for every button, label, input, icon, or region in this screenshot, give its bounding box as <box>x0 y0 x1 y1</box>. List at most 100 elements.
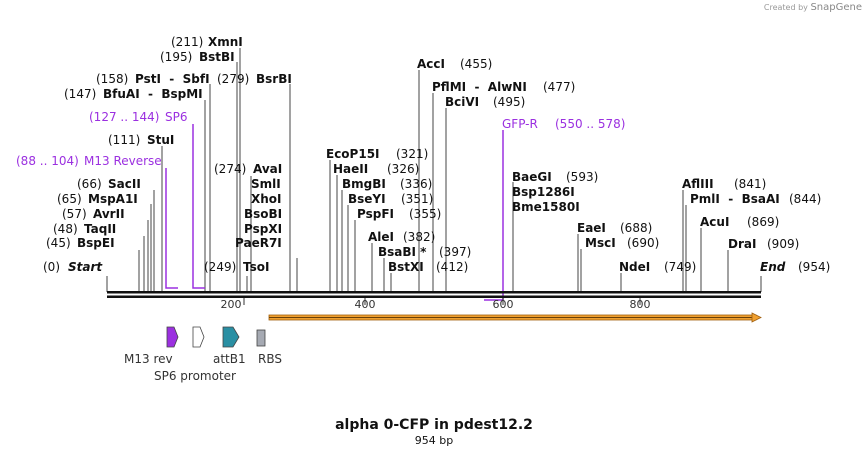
site-name-pspxi: PspXI <box>244 222 282 236</box>
primer-name-gfp-r: GFP-R <box>502 117 538 131</box>
site-name-bsp1286i: Bsp1286I <box>512 185 575 199</box>
site-name-msci: MscI <box>585 236 616 250</box>
site-name-afliii: AflIII <box>682 177 714 191</box>
site-num-haeii: (326) <box>387 162 419 176</box>
site-connector-lines <box>106 48 762 292</box>
site-num-bspei: (45) <box>46 236 71 250</box>
site-num-bfuai: (147) <box>64 87 96 101</box>
site-num-ndei: (749) <box>664 260 696 274</box>
snapgene-credit: Created by SnapGene <box>763 2 862 13</box>
site-num-stui: (111) <box>108 133 140 147</box>
site-num-sacii: (66) <box>77 177 102 191</box>
site-num-msci: (690) <box>627 236 659 250</box>
site-num-bsrbi: (279) <box>217 72 249 86</box>
ruler-tick-800: 800 <box>630 298 651 311</box>
site-num-tsoi: (249) <box>204 260 236 274</box>
site-name-bsobi: BsoBI <box>244 207 282 221</box>
site-num-afliii: (841) <box>734 177 766 191</box>
site-num-mspa1i: (65) <box>57 192 82 206</box>
orf-arrow <box>268 312 762 323</box>
site-name-bstxi: BstXI <box>388 260 424 274</box>
site-num-eaei: (688) <box>620 221 652 235</box>
site-name-bspei: BspEI <box>77 236 115 250</box>
site-name-pmli-bsaai: PmlI - BsaAI <box>690 192 780 206</box>
feature-glyphs <box>166 326 266 348</box>
site-num-pflmi: (477) <box>543 80 575 94</box>
site-name-smli: SmlI <box>251 177 281 191</box>
site-name-end: End <box>760 260 786 274</box>
site-num-ecop15i: (321) <box>396 147 428 161</box>
site-num-acui: (869) <box>747 215 779 229</box>
site-name-start: Start <box>68 260 103 274</box>
site-name-psti-sbfi: PstI - SbfI <box>135 72 210 86</box>
site-name-eaei: EaeI <box>577 221 606 235</box>
site-name-acui: AcuI <box>700 215 729 229</box>
site-num-avai: (274) <box>214 162 246 176</box>
ruler-tick-600: 600 <box>493 298 514 311</box>
site-name-bseyi: BseYI <box>348 192 386 206</box>
feature-label-m13-rev: M13 rev <box>124 352 173 366</box>
site-num-bstbi: (195) <box>160 50 192 64</box>
site-name-bstbi: BstBI <box>199 50 235 64</box>
site-name-bsrbi: BsrBI <box>256 72 292 86</box>
m13-rev-feature <box>166 326 179 348</box>
site-name-bcivi: BciVI <box>445 95 479 109</box>
site-num-avrii: (57) <box>62 207 87 221</box>
site-name-baegi: BaeGI <box>512 170 552 184</box>
site-name-acci: AccI <box>417 57 445 71</box>
site-name-avrii: AvrII <box>93 207 125 221</box>
site-name-bfuai-bspmi: BfuAI - BspMI <box>103 87 203 101</box>
sp6-promoter-feature <box>192 326 205 348</box>
feature-label-rbs: RBS <box>258 352 282 366</box>
site-num-pmli: (844) <box>789 192 821 206</box>
map-title: alpha 0-CFP in pdest12.2 <box>335 417 533 433</box>
site-name-mspa1i: MspA1I <box>88 192 138 206</box>
site-num-alei: (382) <box>403 230 435 244</box>
site-name-bme1580i: Bme1580I <box>512 200 580 214</box>
site-name-bmgbi: BmgBI <box>342 177 386 191</box>
primer-range-m13-reverse: (88 .. 104) <box>16 154 79 168</box>
ruler-tick-200: 200 <box>221 298 242 311</box>
rbs-feature <box>256 329 266 347</box>
site-num-bcivi: (495) <box>493 95 525 109</box>
site-num-bstxi: (412) <box>436 260 468 274</box>
site-name-xhoi: XhoI <box>251 192 282 206</box>
attb1-feature <box>222 326 240 348</box>
site-num-bseyi: (351) <box>401 192 433 206</box>
site-num-bmgbi: (336) <box>400 177 432 191</box>
site-name-pflmi-alwni: PflMI - AlwNI <box>432 80 527 94</box>
site-num-bsabi: (397) <box>439 245 471 259</box>
site-num-psti: (158) <box>96 72 128 86</box>
primer-range-sp6: (127 .. 144) <box>89 110 159 124</box>
primer-range-gfp-r: (550 .. 578) <box>555 117 625 131</box>
feature-label-attb1: attB1 <box>213 352 246 366</box>
sequence-backbone <box>107 291 761 298</box>
site-name-ecop15i: EcoP15I <box>326 147 380 161</box>
site-name-taqii: TaqII <box>84 222 116 236</box>
site-name-xmni: XmnI <box>208 35 243 49</box>
site-num-acci: (455) <box>460 57 492 71</box>
site-name-paer7i: PaeR7I <box>235 236 282 250</box>
primer-name-m13-reverse: M13 Reverse <box>84 154 162 168</box>
site-num-baegi: (593) <box>566 170 598 184</box>
primer-name-sp6: SP6 <box>165 110 188 124</box>
site-num-pspfi: (355) <box>409 207 441 221</box>
site-num-drai: (909) <box>767 237 799 251</box>
site-name-stui: StuI <box>147 133 174 147</box>
site-num-taqii: (48) <box>53 222 78 236</box>
site-name-drai: DraI <box>728 237 756 251</box>
ruler-tick-400: 400 <box>355 298 376 311</box>
site-name-bsabi: BsaBI * <box>378 245 427 259</box>
site-name-sacii: SacII <box>108 177 141 191</box>
site-num-start: (0) <box>43 260 60 274</box>
site-num-end: (954) <box>798 260 830 274</box>
site-name-ndei: NdeI <box>619 260 650 274</box>
snapgene-brand: SnapGene <box>810 2 862 13</box>
site-name-pspfi: PspFI <box>357 207 394 221</box>
site-name-alei: AleI <box>368 230 394 244</box>
feature-label-sp6-promoter: SP6 promoter <box>154 369 236 383</box>
site-name-tsoi: TsoI <box>243 260 269 274</box>
site-name-avai: AvaI <box>253 162 282 176</box>
site-num-xmni: (211) <box>171 35 203 49</box>
